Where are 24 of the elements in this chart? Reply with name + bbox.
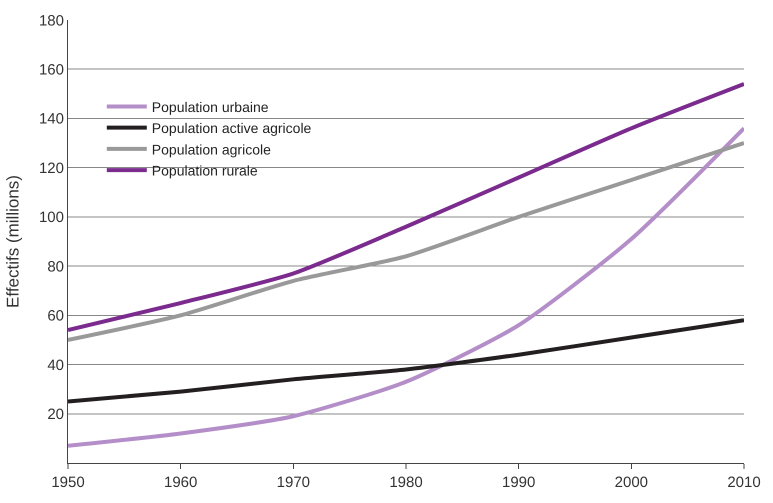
legend-label: Population active agricole [152,120,312,136]
y-tick-label: 180 [38,12,64,30]
line-series [68,318,744,404]
line-series [68,82,744,332]
y-tick-label: 160 [38,61,64,78]
x-tick-label: 1970 [276,474,310,491]
y-tick-label: 40 [47,356,64,374]
x-tick-label: 1950 [51,474,85,491]
y-tick-label: 60 [47,308,64,325]
x-tick-label: 1980 [389,474,423,491]
x-tick-label: 2000 [614,474,648,491]
y-tick-label: 120 [38,160,64,177]
x-tick-label: 1960 [164,474,198,491]
x-tick-label: 1990 [502,474,536,491]
y-tick-label: 80 [47,258,64,276]
legend-label: Population agricole [152,141,272,158]
y-tick-label: 20 [47,406,64,424]
legend-label: Population rurale [152,162,258,179]
y-tick-label: 100 [38,209,64,226]
y-tick-label: 140 [38,110,64,128]
legend-label: Population urbaine [152,98,269,115]
y-axis-title: Effectifs (millions) [4,175,23,308]
x-tick-label: 2010 [727,474,761,491]
line-series [68,141,744,342]
